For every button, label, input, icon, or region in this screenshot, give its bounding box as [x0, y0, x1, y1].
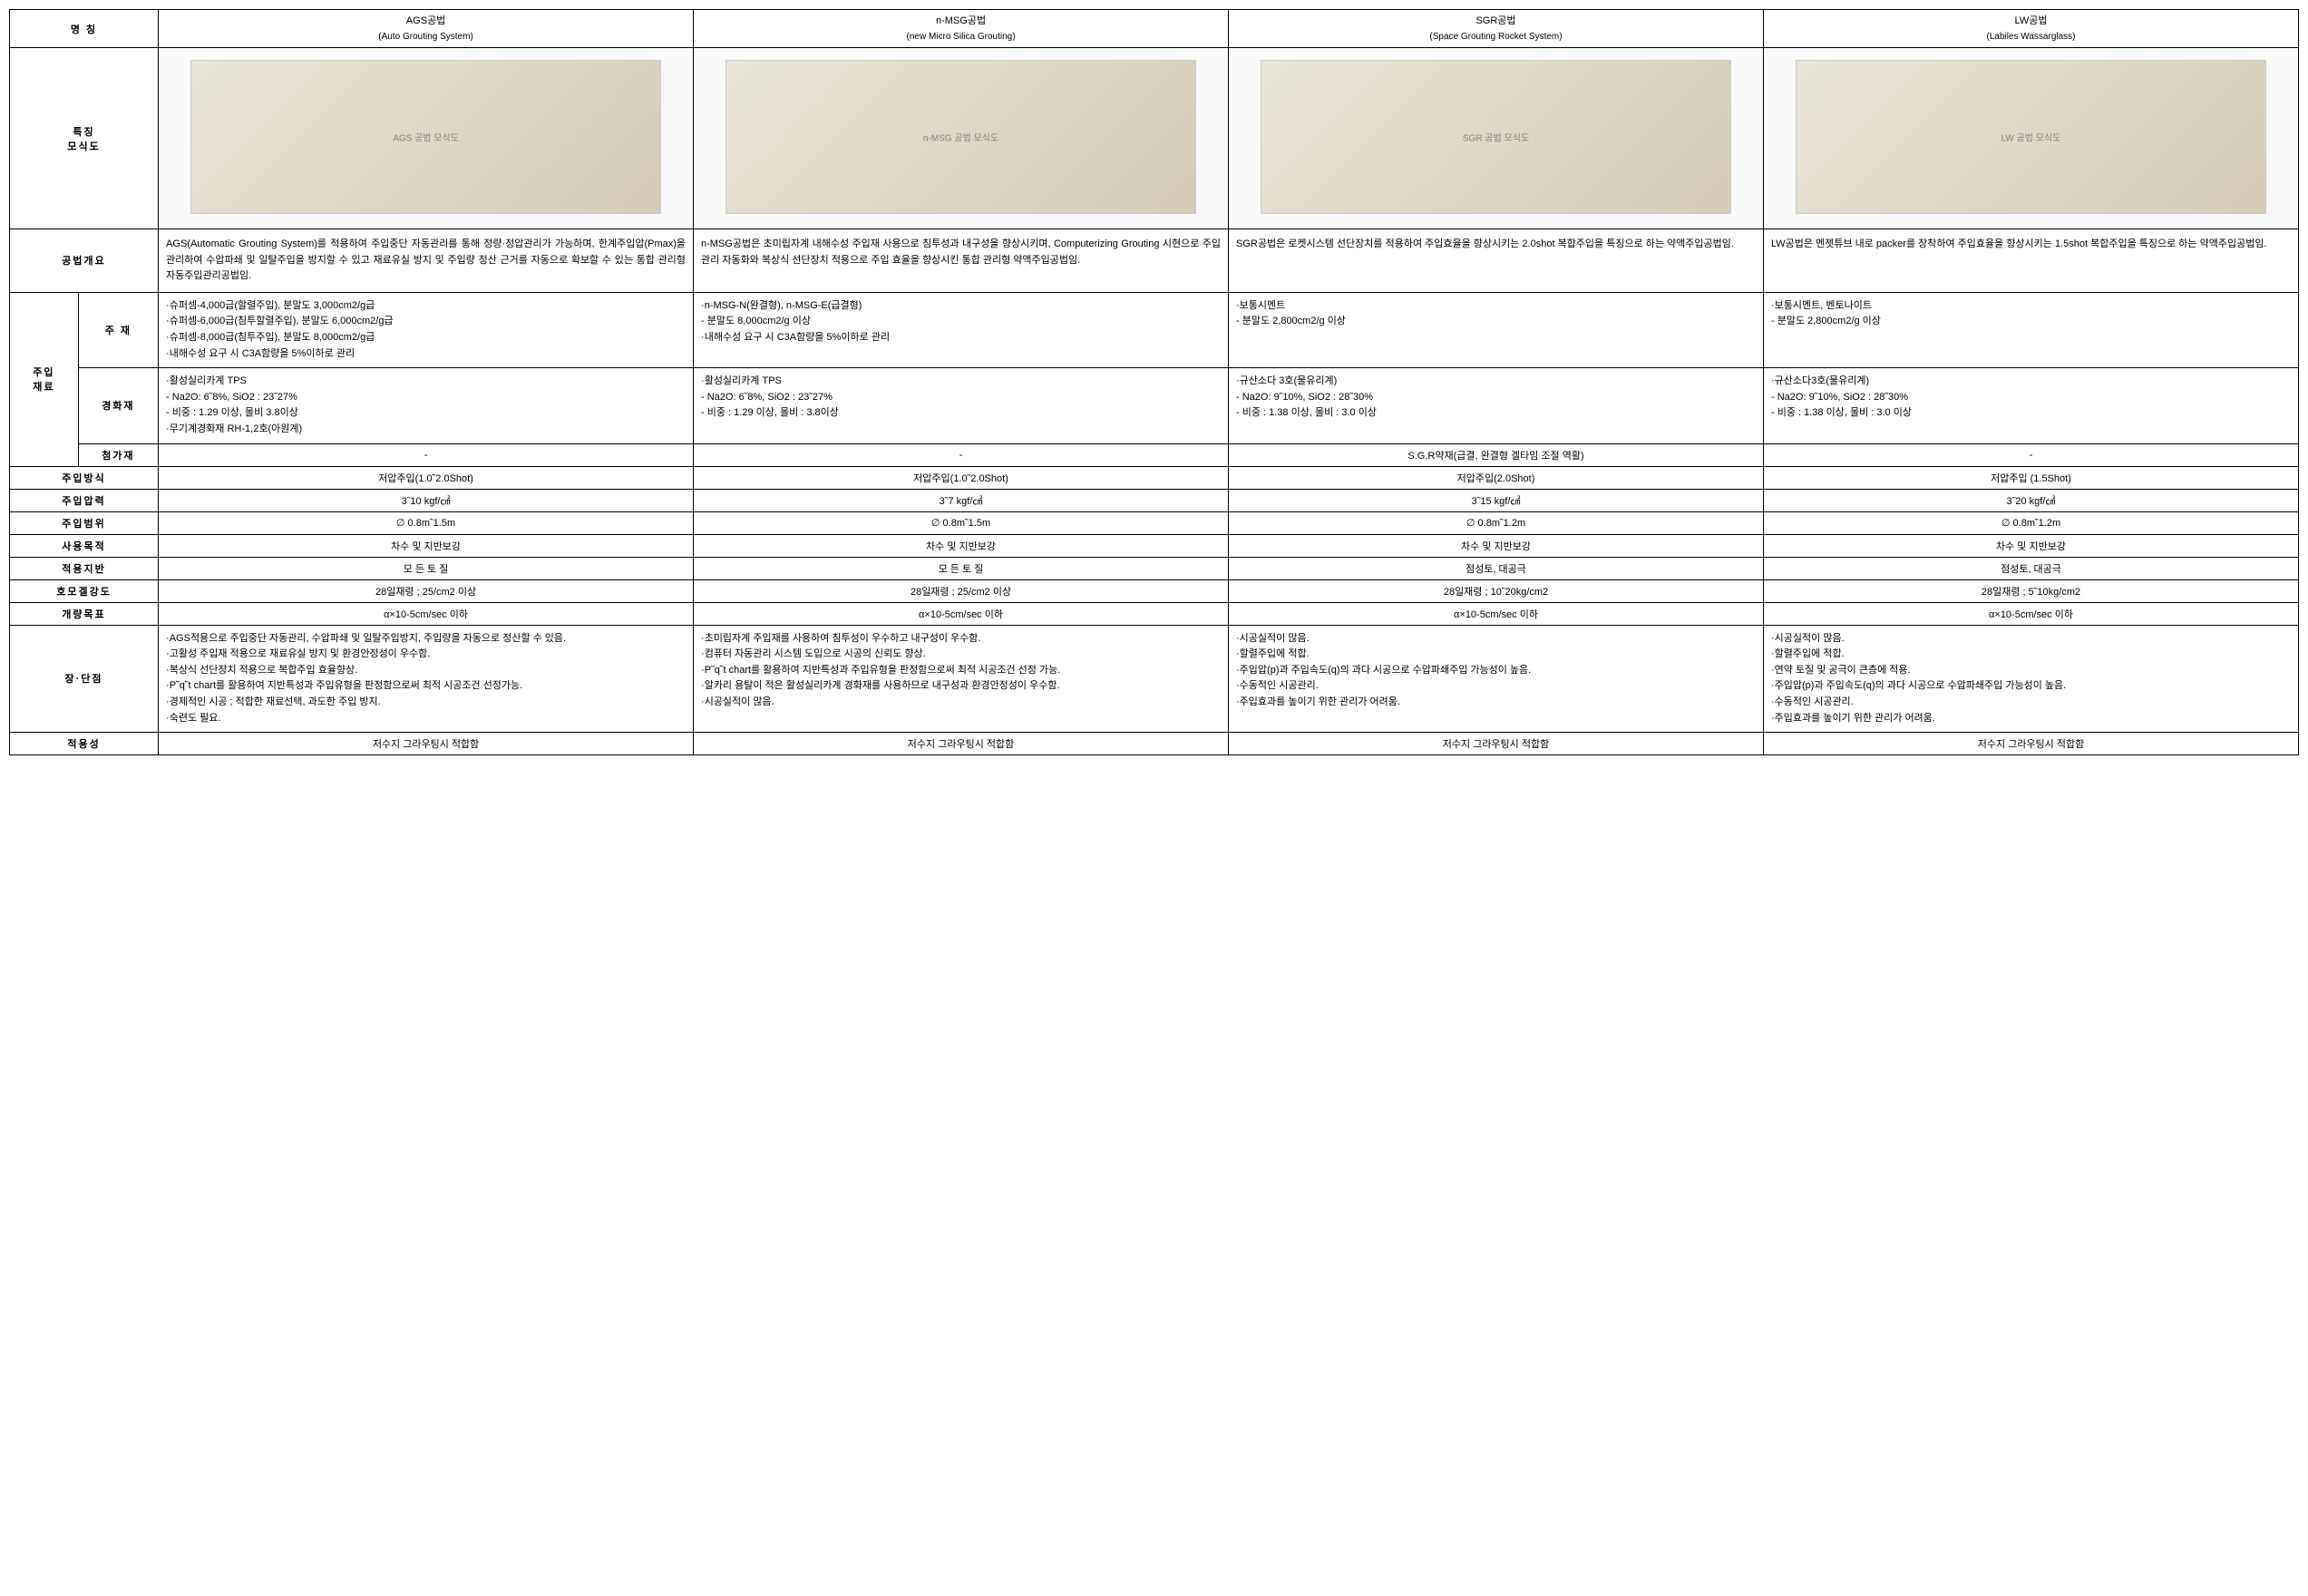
additive-lw: - [1764, 443, 2299, 466]
header-main-mat: 주 재 [78, 292, 158, 367]
strength-lw: 28일재령 ; 5˜10kg/cm2 [1764, 579, 2299, 602]
method-nmsg-title-ko: n-MSG공법 [936, 15, 986, 26]
strength-nmsg: 28일재령 ; 25/cm2 이상 [694, 579, 1229, 602]
diagram-nmsg-img [726, 60, 1196, 214]
diagram-ags-img [190, 60, 661, 214]
ground-lw: 점성토, 대공극 [1764, 557, 2299, 579]
target-ags: α×10-5cm/sec 이하 [159, 602, 694, 625]
mainmat-lw: ·보통시멘트, 벤토나이트 - 분말도 2,800cm2/g 이상 [1764, 292, 2299, 367]
purpose-sgr: 차수 및 지반보강 [1229, 534, 1764, 557]
overview-nmsg: n-MSG공법은 초미립자계 내해수성 주입재 사용으로 침투성과 내구성을 향… [694, 229, 1229, 293]
header-name: 명 칭 [10, 10, 159, 48]
overview-ags: AGS(Automatic Grouting System)를 적용하여 주입중… [159, 229, 694, 293]
hardener-lw: ·규산소다3호(물유리계) - Na2O: 9˜10%, SiO2 : 28˜3… [1764, 368, 2299, 443]
header-materials: 주입 재료 [10, 292, 79, 466]
proscons-lw: ·시공실적이 많음. ·할렬주입에 적합. ·연약 토질 및 공극이 큰층에 적… [1764, 625, 2299, 733]
range-lw: ∅ 0.8m˜1.2m [1764, 511, 2299, 534]
header-purpose: 사용목적 [10, 534, 159, 557]
method-lw-title: LW공법 (Labiles Wassarglass) [1764, 10, 2299, 48]
method-lw-title-ko: LW공법 [2015, 15, 2048, 26]
mainmat-nmsg: ·n-MSG-N(완결형), n-MSG-E(급결형) - 분말도 8,000c… [694, 292, 1229, 367]
header-applicability: 적용성 [10, 733, 159, 755]
ground-ags: 모 든 토 질 [159, 557, 694, 579]
comparison-table: 명 칭 AGS공법 (Auto Grouting System) n-MSG공법… [9, 9, 2299, 755]
header-diagram: 특징 모식도 [10, 48, 159, 229]
range-nmsg: ∅ 0.8m˜1.5m [694, 511, 1229, 534]
header-pressure: 주입압력 [10, 489, 159, 511]
mainmat-ags: ·슈퍼셈-4,000급(할렬주입), 분말도 3,000cm2/g급 ·슈퍼셈-… [159, 292, 694, 367]
additive-ags: - [159, 443, 694, 466]
pressure-sgr: 3˜15 kgf/㎠ [1229, 489, 1764, 511]
header-strength: 호모겔강도 [10, 579, 159, 602]
proscons-ags: ·AGS적용으로 주입중단 자동관리, 수압파쇄 및 일탈주입방지, 주입량을 … [159, 625, 694, 733]
purpose-ags: 차수 및 지반보강 [159, 534, 694, 557]
purpose-lw: 차수 및 지반보강 [1764, 534, 2299, 557]
header-proscons: 장·단점 [10, 625, 159, 733]
header-hardener: 경화재 [78, 368, 158, 443]
range-ags: ∅ 0.8m˜1.5m [159, 511, 694, 534]
additive-sgr: S.G.R약재(급결, 완결형 겔타임 조절 역활) [1229, 443, 1764, 466]
applicability-nmsg: 저수지 그라우팅시 적합함 [694, 733, 1229, 755]
diagram-lw-img [1796, 60, 2266, 214]
target-sgr: α×10-5cm/sec 이하 [1229, 602, 1764, 625]
diagram-lw [1764, 48, 2299, 229]
method-ags: 저압주입(1.0˜2.0Shot) [159, 466, 694, 489]
header-method: 주입방식 [10, 466, 159, 489]
header-ground: 적용지반 [10, 557, 159, 579]
applicability-lw: 저수지 그라우팅시 적합함 [1764, 733, 2299, 755]
method-nmsg-title-en: (new Micro Silica Grouting) [907, 32, 1016, 42]
mainmat-sgr: ·보통시멘트 - 분말도 2,800cm2/g 이상 [1229, 292, 1764, 367]
hardener-nmsg: ·활성실리카계 TPS - Na2O: 6˜8%, SiO2 : 23˜27% … [694, 368, 1229, 443]
proscons-nmsg: ·초미립자계 주입재를 사용하여 침투성이 우수하고 내구성이 우수함. ·컴퓨… [694, 625, 1229, 733]
pressure-nmsg: 3˜7 kgf/㎠ [694, 489, 1229, 511]
method-sgr-title-ko: SGR공법 [1475, 15, 1515, 26]
strength-ags: 28일재령 ; 25/cm2 이상 [159, 579, 694, 602]
overview-sgr: SGR공법은 로켓시스템 선단장치를 적용하여 주입효율을 향상시키는 2.0s… [1229, 229, 1764, 293]
method-nmsg-title: n-MSG공법 (new Micro Silica Grouting) [694, 10, 1229, 48]
target-nmsg: α×10-5cm/sec 이하 [694, 602, 1229, 625]
header-additive: 첨가재 [78, 443, 158, 466]
header-target: 개량목표 [10, 602, 159, 625]
purpose-nmsg: 차수 및 지반보강 [694, 534, 1229, 557]
diagram-sgr-img [1261, 60, 1731, 214]
method-sgr: 저압주입(2.0Shot) [1229, 466, 1764, 489]
method-lw: 저압주입 (1.5Shot) [1764, 466, 2299, 489]
strength-sgr: 28일재령 ; 10˜20kg/cm2 [1229, 579, 1764, 602]
hardener-sgr: ·규산소다 3호(물유리계) - Na2O: 9˜10%, SiO2 : 28˜… [1229, 368, 1764, 443]
pressure-ags: 3˜10 kgf/㎠ [159, 489, 694, 511]
diagram-nmsg [694, 48, 1229, 229]
target-lw: α×10-5cm/sec 이하 [1764, 602, 2299, 625]
diagram-ags [159, 48, 694, 229]
method-nmsg: 저압주입(1.0˜2.0Shot) [694, 466, 1229, 489]
header-overview: 공법개요 [10, 229, 159, 293]
applicability-ags: 저수지 그라우팅시 적합함 [159, 733, 694, 755]
additive-nmsg: - [694, 443, 1229, 466]
hardener-ags: ·활성실리카계 TPS - Na2O: 6˜8%, SiO2 : 23˜27% … [159, 368, 694, 443]
ground-nmsg: 모 든 토 질 [694, 557, 1229, 579]
overview-lw: LW공법은 멘젯튜브 내로 packer를 장착하여 주입효율을 향상시키는 1… [1764, 229, 2299, 293]
ground-sgr: 점성토, 대공극 [1229, 557, 1764, 579]
range-sgr: ∅ 0.8m˜1.2m [1229, 511, 1764, 534]
pressure-lw: 3˜20 kgf/㎠ [1764, 489, 2299, 511]
header-range: 주입범위 [10, 511, 159, 534]
method-ags-title-ko: AGS공법 [406, 15, 445, 26]
proscons-sgr: ·시공실적이 많음. ·할렬주입에 적합. ·주입압(p)과 주입속도(q)의 … [1229, 625, 1764, 733]
applicability-sgr: 저수지 그라우팅시 적합함 [1229, 733, 1764, 755]
method-ags-title-en: (Auto Grouting System) [378, 32, 472, 42]
method-ags-title: AGS공법 (Auto Grouting System) [159, 10, 694, 48]
diagram-sgr [1229, 48, 1764, 229]
method-sgr-title: SGR공법 (Space Grouting Rocket System) [1229, 10, 1764, 48]
method-lw-title-en: (Labiles Wassarglass) [1987, 32, 2076, 42]
method-sgr-title-en: (Space Grouting Rocket System) [1429, 32, 1562, 42]
